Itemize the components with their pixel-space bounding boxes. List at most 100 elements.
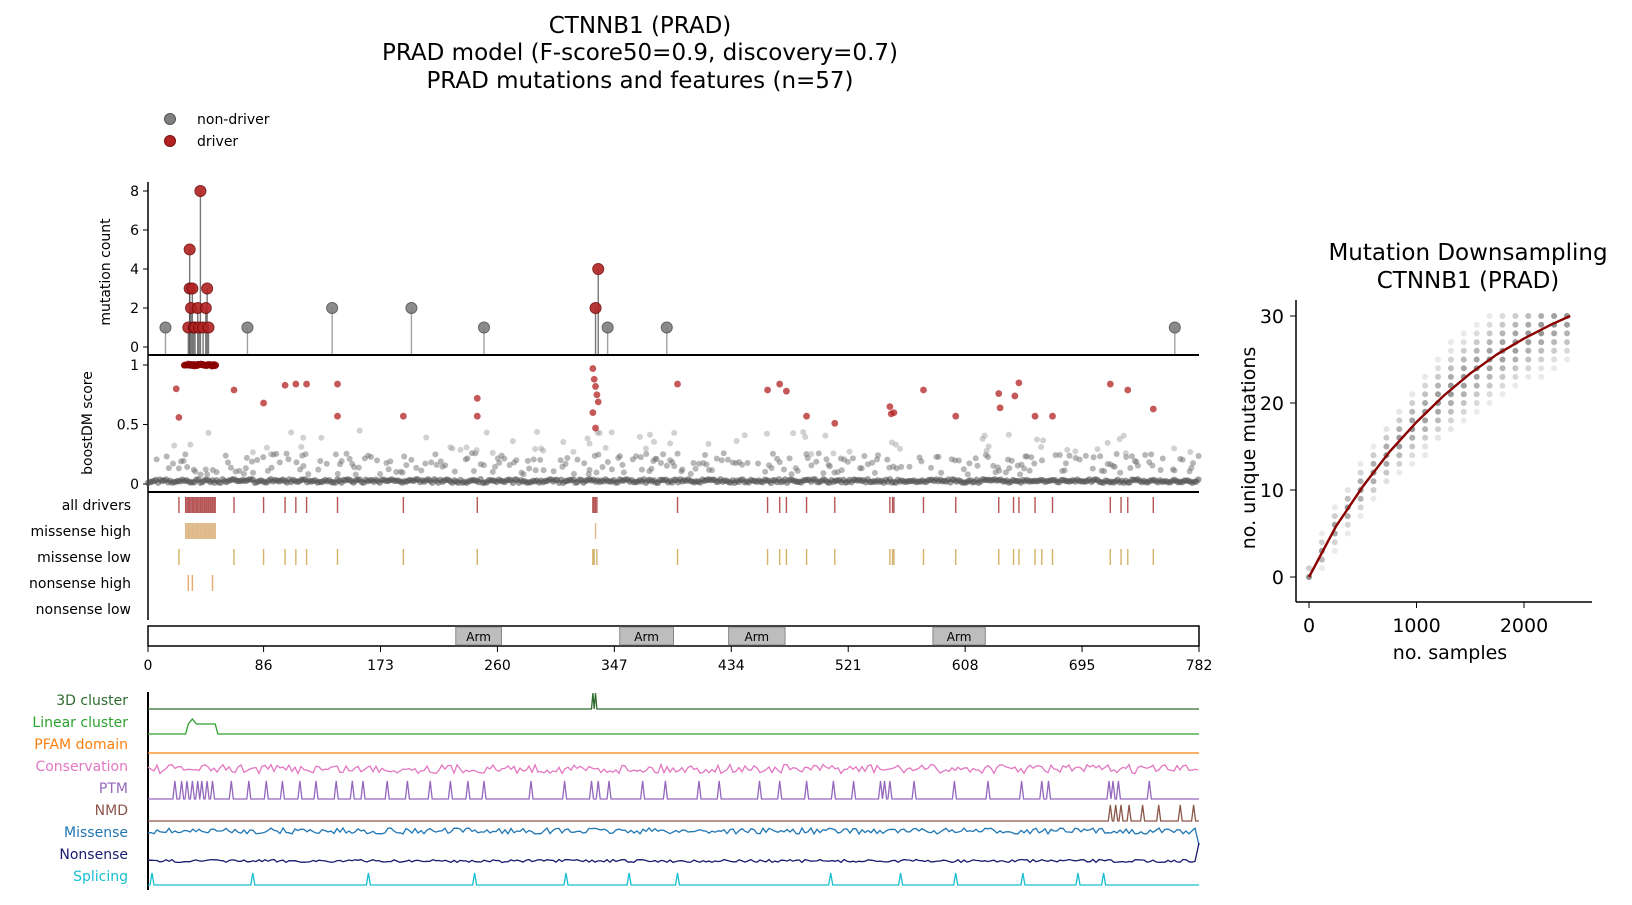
- boost-point-driver: [473, 394, 481, 402]
- boost-point-non-driver: [884, 456, 891, 463]
- boost-point-non-driver: [979, 435, 986, 442]
- boost-point-non-driver: [1002, 469, 1009, 476]
- ds-point: [1331, 513, 1338, 520]
- protein-x-tick-label: 347: [601, 658, 628, 674]
- boost-point-non-driver: [355, 464, 362, 471]
- legend-label-driver: driver: [197, 134, 238, 150]
- feature-label: PTM: [99, 781, 128, 797]
- boost-point-driver: [803, 412, 810, 420]
- boost-point-non-driver: [849, 455, 856, 462]
- boost-point-non-driver: [586, 440, 593, 447]
- needle-point-non-driver: [405, 302, 418, 314]
- feature-label: Missense: [64, 825, 128, 841]
- ds-point: [1370, 495, 1377, 502]
- ds-point: [1460, 356, 1467, 363]
- boost-point-non-driver: [540, 467, 547, 474]
- boost-point-non-driver: [985, 443, 992, 450]
- ds-point: [1551, 347, 1558, 354]
- boost-point-driver: [175, 413, 183, 421]
- ds-point: [1435, 426, 1441, 433]
- downsampling-title-line-2: CTNNB1 (PRAD): [1377, 268, 1560, 294]
- boost-point-non-driver: [642, 445, 649, 452]
- domain-box-arm: [455, 626, 502, 646]
- ds-point: [1551, 356, 1558, 363]
- track-label-missense-high: missense high: [31, 524, 131, 540]
- boost-point-non-driver: [489, 468, 496, 475]
- ds-point: [1331, 539, 1338, 546]
- ds-point: [1473, 382, 1480, 389]
- ds-y-tick-label: 0: [1272, 567, 1284, 589]
- ds-point: [1512, 321, 1519, 328]
- ds-point: [1460, 391, 1467, 398]
- boost-point-driver: [260, 399, 267, 407]
- boost-point-non-driver: [692, 465, 699, 472]
- ds-point: [1499, 365, 1506, 372]
- boost-point-non-driver: [1190, 460, 1197, 467]
- boost-point-non-driver: [1113, 450, 1120, 457]
- boost-point-non-driver: [334, 470, 341, 477]
- domain-box-arm: [728, 626, 786, 646]
- ds-point: [1473, 321, 1480, 328]
- ds-point: [1460, 339, 1467, 346]
- boost-point-non-driver: [1082, 452, 1089, 459]
- ds-point: [1525, 365, 1532, 372]
- boost-point-non-driver: [506, 462, 513, 469]
- ds-point: [1564, 356, 1570, 363]
- boost-point-non-driver: [1040, 437, 1047, 444]
- boost-point-non-driver: [496, 459, 503, 466]
- ds-point: [1447, 356, 1454, 363]
- boost-point-non-driver: [222, 452, 229, 459]
- ds-point: [1409, 460, 1416, 467]
- boost-point-non-driver: [620, 469, 627, 476]
- boost-point-non-driver: [637, 454, 644, 461]
- feature-label: PFAM domain: [34, 737, 128, 753]
- needle-y-tick-label: 8: [130, 184, 139, 200]
- ds-point: [1486, 400, 1493, 406]
- boost-point-non-driver: [192, 468, 199, 475]
- boost-point-non-driver: [1123, 454, 1130, 461]
- boost-point-non-driver: [204, 471, 211, 478]
- boost-y-tick-label: 0.5: [117, 418, 139, 434]
- ds-point: [1460, 330, 1467, 337]
- boost-point-non-driver: [708, 467, 715, 474]
- boost-point-non-driver: [1171, 467, 1178, 474]
- boost-point-non-driver: [1076, 456, 1083, 463]
- ds-point: [1538, 330, 1545, 337]
- ds-point: [1422, 443, 1429, 450]
- ds-point: [1512, 347, 1519, 354]
- boost-point-driver: [281, 381, 289, 389]
- boost-point-driver: [399, 412, 407, 420]
- boost-point-non-driver: [323, 460, 330, 467]
- domain-track-frame: [147, 625, 1200, 647]
- boost-point-non-driver: [616, 453, 623, 460]
- boost-point-non-driver: [1021, 465, 1028, 472]
- boost-point-non-driver: [1149, 462, 1156, 469]
- boost-point-non-driver: [524, 457, 531, 464]
- protein-x-tick-label: 782: [1186, 658, 1213, 674]
- needle-point-non-driver: [1168, 321, 1181, 334]
- boost-point-non-driver: [187, 441, 194, 448]
- boost-point-non-driver: [283, 450, 290, 457]
- boost-point-non-driver: [1195, 453, 1202, 460]
- ds-point: [1435, 365, 1441, 372]
- protein-x-tick-label: 260: [484, 658, 511, 674]
- boost-point-non-driver: [442, 462, 449, 469]
- ds-point: [1486, 373, 1493, 380]
- boost-point-driver: [334, 380, 341, 388]
- ds-point: [1357, 513, 1364, 520]
- ds-point: [1435, 356, 1441, 363]
- needle-point-non-driver: [477, 321, 490, 334]
- boost-point-non-driver: [1038, 444, 1045, 451]
- ds-point: [1331, 547, 1338, 554]
- boost-point-non-driver: [1116, 436, 1123, 443]
- feature-line: [147, 842, 1200, 864]
- boost-point-non-driver: [463, 444, 470, 451]
- boost-point-non-driver: [896, 445, 903, 452]
- boost-point-driver: [594, 398, 602, 406]
- boost-point-non-driver: [769, 450, 776, 457]
- ds-point: [1409, 400, 1416, 406]
- needle-point-driver: [201, 282, 214, 295]
- boost-point-non-driver: [338, 457, 345, 464]
- ds-point: [1564, 347, 1570, 354]
- boost-point-non-driver: [351, 464, 358, 471]
